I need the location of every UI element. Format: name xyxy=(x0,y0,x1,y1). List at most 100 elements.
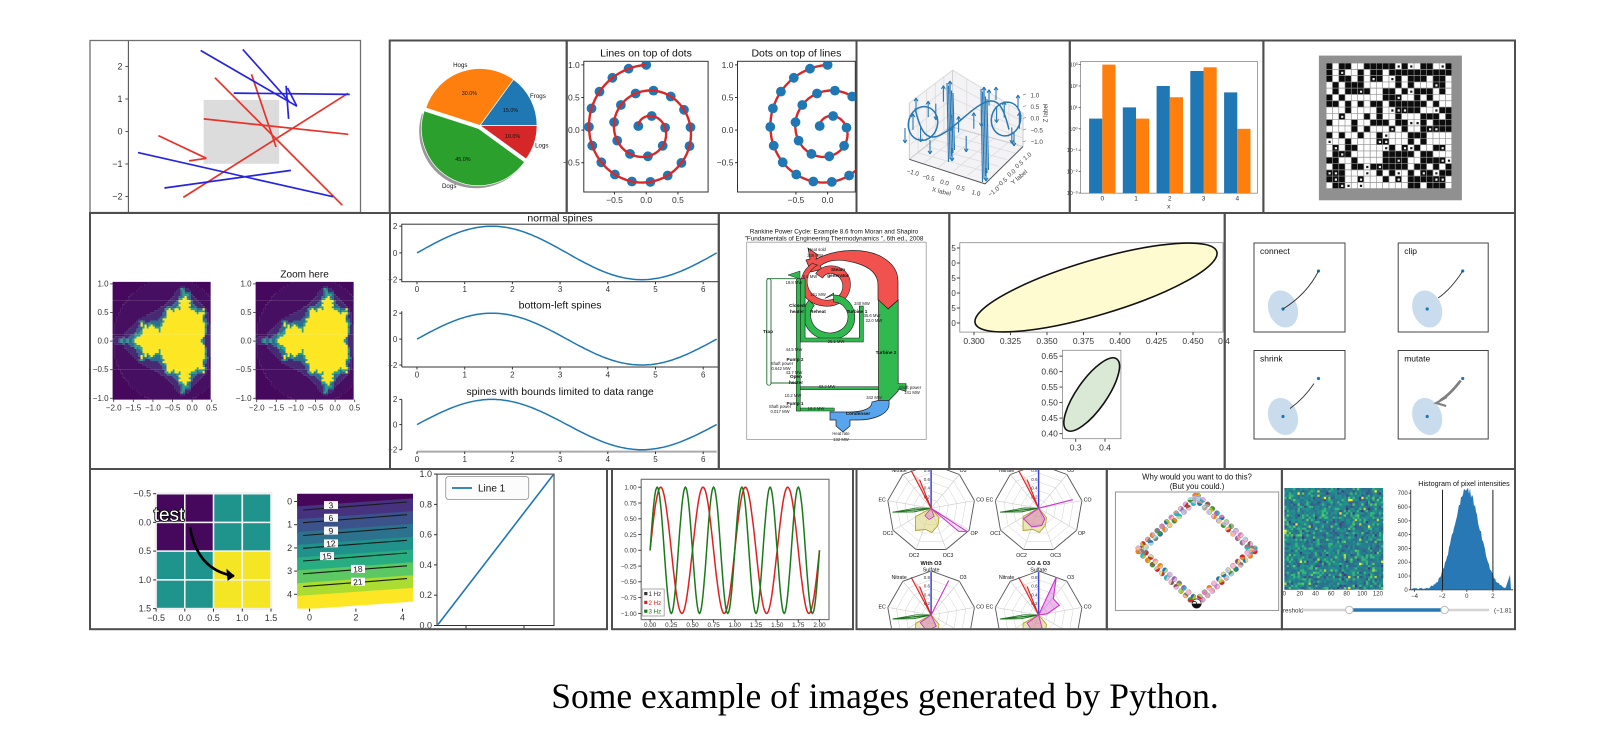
svg-text:Some example of images generat: Some example of images generated by Pyth… xyxy=(551,676,1218,716)
svg-text:3 Hz: 3 Hz xyxy=(649,609,662,616)
svg-text:0.325: 0.325 xyxy=(1000,336,1022,346)
svg-text:Rankine Power Cycle: Example 8: Rankine Power Cycle: Example 8.6 from Mo… xyxy=(750,229,919,236)
svg-text:2: 2 xyxy=(510,371,515,380)
svg-text:342 MW: 342 MW xyxy=(866,395,882,400)
svg-text:3: 3 xyxy=(558,455,563,464)
svg-text:heater: heater xyxy=(789,380,803,385)
svg-text:0.5: 0.5 xyxy=(1014,159,1026,170)
svg-text:−0.5: −0.5 xyxy=(1031,127,1044,134)
svg-text:1.5: 1.5 xyxy=(139,604,152,614)
svg-text:CO: CO xyxy=(976,604,984,610)
svg-text:0: 0 xyxy=(393,335,398,344)
svg-text:161 MW: 161 MW xyxy=(810,292,826,297)
svg-text:Hogs: Hogs xyxy=(453,62,467,69)
svg-text:Zoom here: Zoom here xyxy=(280,270,329,281)
svg-text:−0.5: −0.5 xyxy=(147,613,165,623)
svg-text:5: 5 xyxy=(951,304,956,313)
svg-text:0.0: 0.0 xyxy=(722,125,734,135)
svg-text:Heat rate: Heat rate xyxy=(832,431,850,436)
svg-text:0: 0 xyxy=(393,420,398,429)
svg-text:0.5: 0.5 xyxy=(1031,104,1040,111)
svg-text:1.0: 1.0 xyxy=(236,613,249,623)
svg-text:0.8: 0.8 xyxy=(419,499,432,509)
svg-text:1: 1 xyxy=(462,371,467,380)
svg-text:0.0: 0.0 xyxy=(330,404,342,413)
svg-text:0.5: 0.5 xyxy=(568,93,580,103)
svg-text:1.00: 1.00 xyxy=(624,485,637,492)
svg-text:−0.5: −0.5 xyxy=(606,195,623,205)
svg-text:600: 600 xyxy=(1398,505,1409,511)
svg-text:Nitrate: Nitrate xyxy=(999,468,1014,474)
svg-text:0: 0 xyxy=(117,127,122,137)
svg-text:CO: CO xyxy=(1084,604,1092,610)
svg-text:0.375: 0.375 xyxy=(1073,336,1095,346)
svg-text:10⁻¹: 10⁻¹ xyxy=(1067,148,1078,154)
svg-text:(But you could.): (But you could.) xyxy=(1170,482,1225,491)
svg-text:0.75: 0.75 xyxy=(624,500,637,507)
svg-text:0.75: 0.75 xyxy=(707,622,720,629)
svg-text:33.2 MW: 33.2 MW xyxy=(819,384,836,389)
svg-text:3: 3 xyxy=(328,500,334,510)
svg-text:6: 6 xyxy=(701,285,706,294)
svg-text:0.5: 0.5 xyxy=(672,195,684,205)
svg-text:0.8: 0.8 xyxy=(1031,468,1038,473)
svg-text:0: 0 xyxy=(415,371,420,380)
svg-text:connect: connect xyxy=(1260,246,1290,256)
svg-text:1 Hz: 1 Hz xyxy=(649,591,662,598)
svg-text:5: 5 xyxy=(653,371,658,380)
svg-text:−1.0: −1.0 xyxy=(236,394,252,403)
svg-text:Z label: Z label xyxy=(1043,104,1050,123)
svg-text:Shaft power: Shaft power xyxy=(771,361,794,366)
svg-text:EC: EC xyxy=(878,498,885,504)
svg-text:−4: −4 xyxy=(1411,594,1419,600)
svg-text:12: 12 xyxy=(326,538,337,549)
svg-text:6.6 MW: 6.6 MW xyxy=(803,274,817,279)
svg-text:Shaft power: Shaft power xyxy=(769,404,792,409)
svg-text:2: 2 xyxy=(393,222,398,231)
svg-text:0.4: 0.4 xyxy=(1031,592,1038,597)
svg-text:0.450: 0.450 xyxy=(1182,336,1204,346)
svg-text:0.0: 0.0 xyxy=(97,337,109,346)
svg-text:2: 2 xyxy=(1491,594,1495,600)
svg-text:6: 6 xyxy=(701,371,706,380)
svg-text:Logs: Logs xyxy=(535,143,548,150)
svg-text:0.0: 0.0 xyxy=(1031,116,1040,123)
svg-text:Turbine 2: Turbine 2 xyxy=(876,350,897,355)
svg-text:0.0: 0.0 xyxy=(187,404,199,413)
svg-text:0.425: 0.425 xyxy=(1146,336,1168,346)
svg-text:normal spines: normal spines xyxy=(527,213,592,225)
svg-text:−1.0: −1.0 xyxy=(906,168,920,178)
svg-text:120: 120 xyxy=(1373,592,1384,598)
svg-text:x: x xyxy=(1167,204,1171,211)
svg-text:4: 4 xyxy=(1235,196,1239,203)
svg-text:−1.5: −1.5 xyxy=(125,404,141,413)
svg-text:0.400: 0.400 xyxy=(1109,336,1131,346)
svg-text:3: 3 xyxy=(558,371,563,380)
svg-text:1.0: 1.0 xyxy=(240,279,252,288)
svg-text:clip: clip xyxy=(1404,246,1417,256)
svg-text:OP: OP xyxy=(1078,531,1086,537)
svg-text:−2: −2 xyxy=(388,361,398,370)
svg-text:80: 80 xyxy=(1343,592,1350,598)
svg-text:Dogs: Dogs xyxy=(442,183,456,190)
svg-text:3: 3 xyxy=(287,566,292,576)
svg-text:heater: heater xyxy=(790,309,804,314)
svg-text:0.6: 0.6 xyxy=(924,477,931,482)
svg-text:30.0%: 30.0% xyxy=(462,91,477,97)
svg-text:4: 4 xyxy=(606,371,611,380)
svg-text:1.25: 1.25 xyxy=(750,622,763,629)
svg-text:0.6: 0.6 xyxy=(419,530,432,540)
svg-text:O3: O3 xyxy=(960,468,967,474)
svg-text:6: 6 xyxy=(701,455,706,464)
svg-text:OC2: OC2 xyxy=(1016,553,1027,559)
svg-text:1: 1 xyxy=(1134,196,1138,203)
svg-text:0: 0 xyxy=(287,497,292,507)
svg-text:1: 1 xyxy=(462,285,467,294)
svg-text:5: 5 xyxy=(653,285,658,294)
svg-text:0.4: 0.4 xyxy=(924,592,931,597)
svg-text:0.0: 0.0 xyxy=(240,337,252,346)
svg-text:40: 40 xyxy=(1312,592,1319,598)
svg-text:0.5: 0.5 xyxy=(207,613,220,623)
svg-text:−0.5: −0.5 xyxy=(165,404,181,413)
svg-text:Shaft power: Shaft power xyxy=(899,385,922,390)
